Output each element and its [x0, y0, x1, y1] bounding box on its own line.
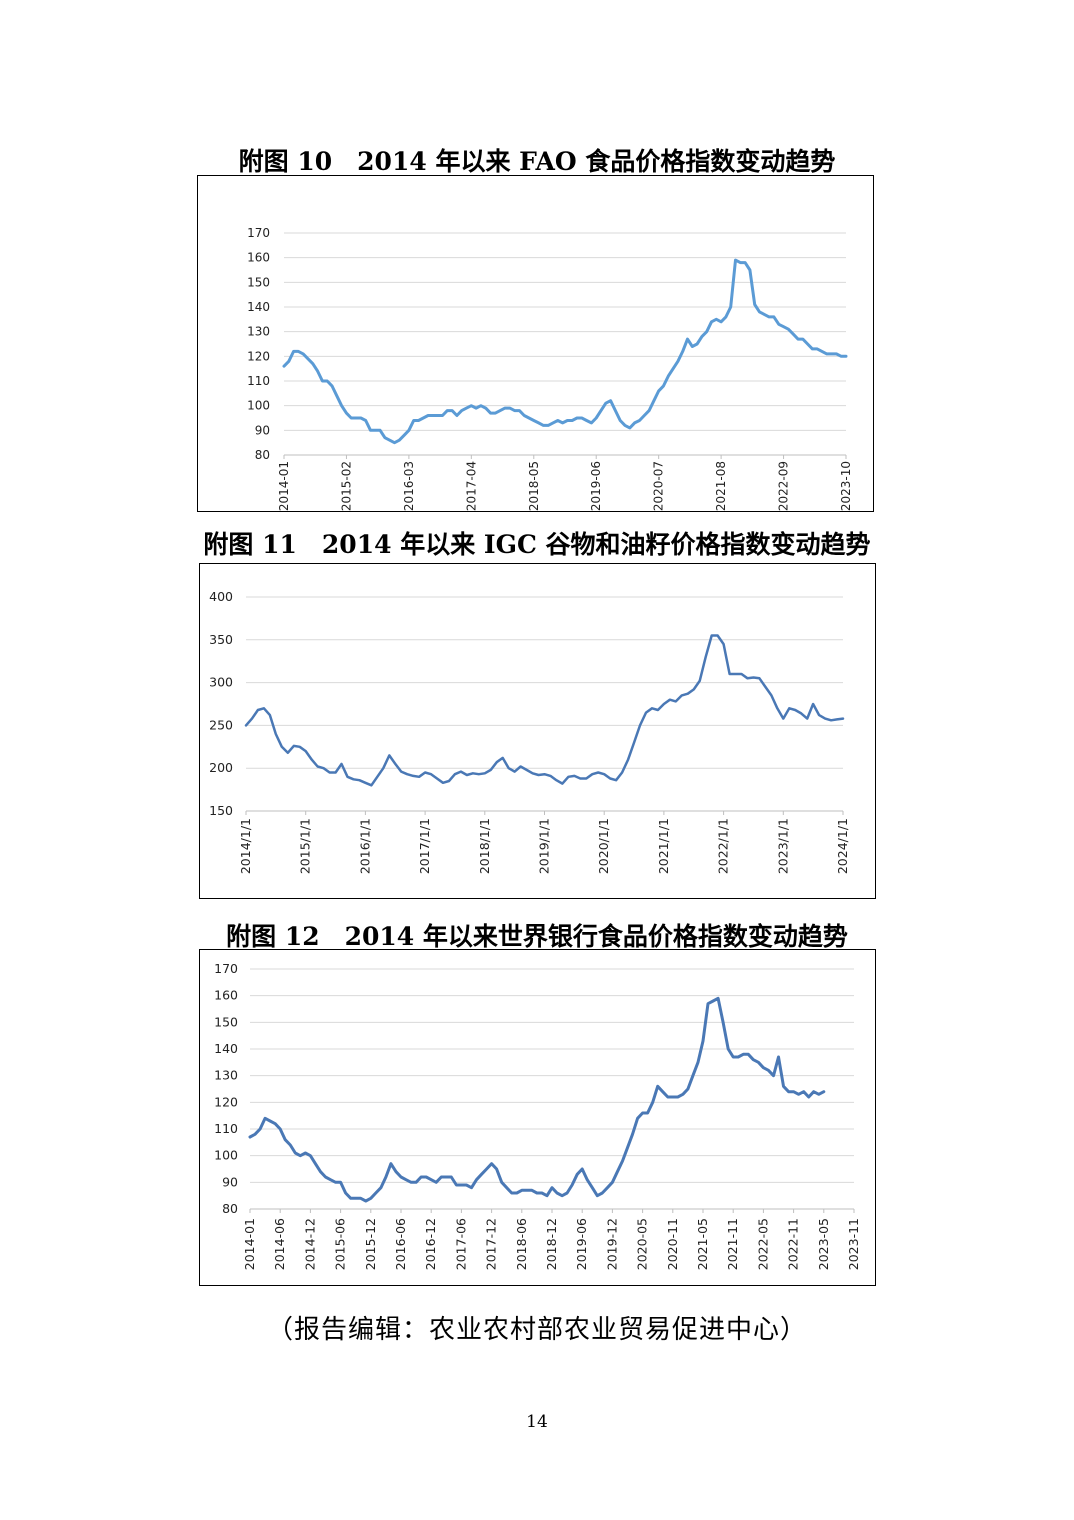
fao-food-price-chart: 80 90 100 110 120 130 140 150 160 170 2014-01 2015-…: [247, 226, 853, 511]
y-tick-label: 100: [214, 1148, 238, 1163]
y-tick-label: 130: [214, 1068, 238, 1083]
y-tick-label: 400: [209, 589, 233, 604]
y-tick-label: 100: [247, 399, 270, 413]
y-tick-label: 200: [209, 760, 233, 775]
x-tick-label: 2014-01: [242, 1218, 257, 1270]
y-tick-label: 110: [247, 374, 270, 388]
x-tick-label: 2016-12: [423, 1218, 438, 1270]
x-tick-label: 2021-05: [695, 1218, 710, 1270]
figure-11-title: 附图 11 2014 年以来 IGC 谷物和油籽价格指数变动趋势: [203, 530, 871, 559]
y-tick-label: 90: [255, 423, 270, 437]
x-tick-label: 2018-12: [544, 1218, 559, 1270]
x-tick-label: 2022-05: [755, 1218, 770, 1270]
y-tick-label: 250: [209, 717, 233, 732]
world-bank-food-price-chart: 80 90 100 110 120 130 140 150 160 170 2014-01 2014-…: [214, 961, 861, 1270]
x-tick-label: 2020-05: [635, 1218, 650, 1270]
x-tick-label: 2024/1/1: [835, 818, 850, 874]
x-tick-label: 2015-02: [339, 461, 353, 511]
y-tick-label: 160: [247, 251, 270, 265]
figure-10-chart: 80 90 100 110 120 130 140 150 160 170 2014-01 2015-…: [197, 175, 874, 512]
figure-10-title: 附图 10 2014 年以来 FAO 食品价格指数变动趋势: [238, 147, 836, 176]
x-tick-label: 2016-03: [402, 461, 416, 511]
x-tick-label: 2018-05: [527, 461, 541, 511]
series-line: [282, 258, 848, 445]
x-tick-label: 2023-10: [839, 461, 853, 511]
series-line: [248, 996, 826, 1203]
x-tick-label: 2023/1/1: [775, 818, 790, 874]
x-tick-label: 2020-11: [665, 1218, 680, 1270]
x-tick-label: 2017-12: [484, 1218, 499, 1270]
x-tick-label: 2017-04: [464, 461, 478, 511]
y-tick-label: 130: [247, 325, 270, 339]
x-tick-label: 2016/1/1: [357, 818, 372, 874]
y-tick-label: 170: [214, 961, 238, 976]
x-tick-label: 2017/1/1: [417, 818, 432, 874]
x-tick-label: 2020-07: [652, 461, 666, 511]
x-tick-label: 2017-06: [453, 1218, 468, 1270]
igc-grains-oilseeds-chart: 150 200 250 300 350 400 2014/1/1 2015/1/1 2016/1…: [209, 589, 850, 874]
x-tick-label: 2022-11: [786, 1218, 801, 1270]
y-tick-label: 80: [222, 1201, 238, 1216]
x-tick-label: 2019-06: [574, 1218, 589, 1270]
figure-12-title: 附图 12 2014 年以来世界银行食品价格指数变动趋势: [226, 922, 848, 951]
y-tick-label: 90: [222, 1174, 238, 1189]
report-editor-note: （报告编辑：农业农村部农业贸易促进中心）: [266, 1315, 807, 1345]
x-tick-label: 2016-06: [393, 1218, 408, 1270]
x-tick-label: 2014-06: [272, 1218, 287, 1270]
y-tick-label: 140: [247, 300, 270, 314]
x-tick-label: 2019/1/1: [537, 818, 552, 874]
y-tick-label: 150: [209, 803, 233, 818]
x-tick-label: 2022/1/1: [716, 818, 731, 874]
figure-11-chart: 150 200 250 300 350 400 2014/1/1 2015/1/1 2016/1…: [199, 563, 876, 899]
y-tick-label: 80: [255, 448, 270, 462]
x-tick-label: 2021-08: [714, 461, 728, 511]
x-tick-label: 2023-05: [816, 1218, 831, 1270]
x-tick-label: 2021/1/1: [656, 818, 671, 874]
y-tick-label: 110: [214, 1121, 238, 1136]
y-tick-label: 160: [214, 988, 238, 1003]
x-tick-label: 2014/1/1: [238, 818, 253, 874]
x-tick-label: 2020/1/1: [596, 818, 611, 874]
y-tick-label: 350: [209, 632, 233, 647]
y-tick-label: 120: [214, 1094, 238, 1109]
series-line: [244, 634, 845, 787]
x-tick-label: 2018/1/1: [477, 818, 492, 874]
y-tick-label: 150: [214, 1014, 238, 1029]
page-number: 14: [526, 1412, 548, 1432]
x-tick-label: 2019-06: [589, 461, 603, 511]
x-tick-label: 2015/1/1: [298, 818, 313, 874]
x-tick-label: 2014-12: [302, 1218, 317, 1270]
x-tick-label: 2023-11: [846, 1218, 861, 1270]
x-tick-label: 2022-09: [777, 461, 791, 511]
x-tick-label: 2015-12: [363, 1218, 378, 1270]
x-tick-label: 2021-11: [725, 1218, 740, 1270]
x-tick-label: 2018-06: [514, 1218, 529, 1270]
x-tick-label: 2019-12: [604, 1218, 619, 1270]
x-tick-label: 2014-01: [277, 461, 291, 511]
x-tick-label: 2015-06: [333, 1218, 348, 1270]
y-tick-label: 140: [214, 1041, 238, 1056]
y-tick-label: 170: [247, 226, 270, 240]
figure-12-chart: 80 90 100 110 120 130 140 150 160 170 2014-01 2014-…: [199, 949, 876, 1286]
y-tick-label: 150: [247, 275, 270, 289]
y-tick-label: 300: [209, 675, 233, 690]
y-tick-label: 120: [247, 349, 270, 363]
